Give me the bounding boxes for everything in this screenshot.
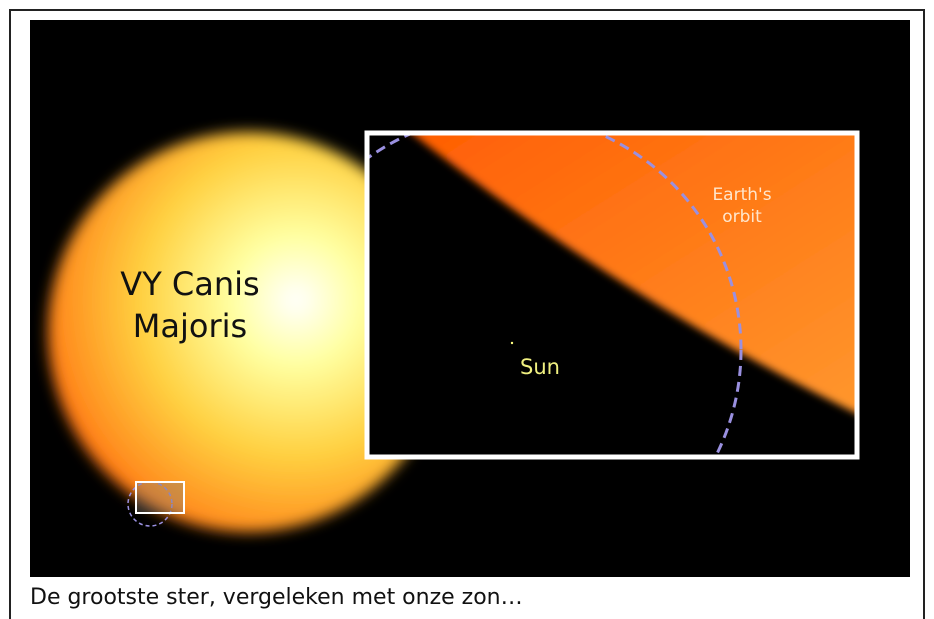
sun-label: Sun bbox=[520, 355, 560, 379]
small-inset bbox=[136, 482, 184, 513]
illustration: VY Canis Majoris Earth's orbit Sun bbox=[0, 0, 934, 619]
orbit-label: orbit bbox=[722, 207, 762, 227]
orbit-label: Earth's bbox=[712, 185, 771, 205]
sun-dot bbox=[511, 342, 513, 344]
page: VY Canis Majoris Earth's orbit Sun De gr… bbox=[0, 0, 934, 619]
star-label: Majoris bbox=[133, 307, 247, 345]
caption: De grootste ster, vergeleken met onze zo… bbox=[30, 585, 523, 610]
star-label: VY Canis bbox=[120, 265, 259, 303]
